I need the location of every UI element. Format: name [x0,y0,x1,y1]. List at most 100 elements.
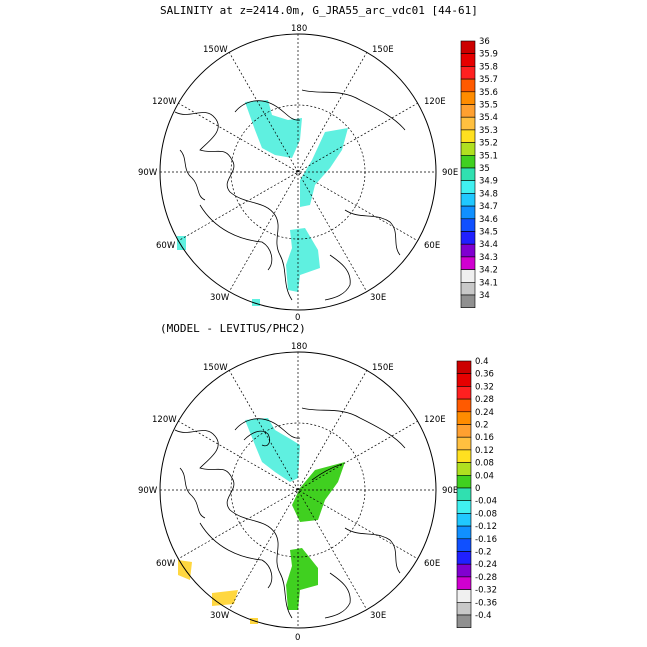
top-colorbar-swatch [460,40,476,54]
bottom-meridians [160,352,436,628]
bottom-colorbar-tick-label: 0.4 [475,357,489,367]
bottom-colorbar: 0.4 0.36 0.32 0.28 0.24 0.2 0.16 0.12 0.08 0.04 0 -… [456,357,497,628]
bottom-contours [243,430,343,481]
top-colorbar-swatch [460,155,476,169]
bottom-green-patch [286,548,318,610]
bottom-difference-field [178,418,345,624]
map-title: SALINITY at z=2414.0m, G_JRA55_arc_vdc01… [160,4,478,17]
top-salinity-patch [286,228,320,292]
bottom-colorbar-tick-label: 0.36 [475,370,494,380]
top-salinity-patch [177,236,186,250]
bottom-colorbar-tick-label: 0.12 [475,446,494,456]
top-colorbar-tick-label: 34 [479,291,490,301]
bottom-colorbar-swatch [456,398,472,413]
bottom-label-60e: 60E [424,559,440,569]
bottom-colorbar-tick-label: -0.12 [475,522,497,532]
bottom-colorbar-tick-label: -0.04 [475,497,497,507]
top-colorbar-tick-label: 35.8 [479,62,498,72]
top-colorbar-swatch [460,53,476,67]
top-label-120e: 120E [424,97,446,107]
top-label-90w: 90W [138,168,158,178]
bottom-colorbar-swatch [456,601,472,616]
top-colorbar-tick-label: 34.5 [479,228,498,238]
bottom-colorbar-swatch [456,525,472,540]
top-colorbar-tick-label: 35.7 [479,75,498,85]
bottom-colorbar-swatch [456,563,472,578]
bottom-colorbar-tick-label: 0 [475,484,480,494]
top-label-120w: 120W [152,97,177,107]
top-colorbar-swatch [460,218,476,232]
top-colorbar-swatch [460,167,476,181]
bottom-colorbar-tick-label: -0.36 [475,598,497,608]
bottom-label-90w: 90W [138,486,158,496]
top-colorbar-tick-label: 34.1 [479,278,498,288]
top-label-90e: 90E [442,168,458,178]
bottom-colorbar-tick-label: -0.24 [475,560,497,570]
bottom-colorbar-swatch [456,360,472,374]
bottom-colorbar-tick-label: 0.16 [475,433,494,443]
bottom-label-60w: 60W [156,559,176,569]
top-colorbar-swatch [460,91,476,105]
top-colorbar-swatch [460,116,476,131]
bottom-colorbar-swatch [456,538,472,552]
top-colorbar-swatch [460,256,476,270]
top-colorbar-tick-label: 34.6 [479,215,498,225]
top-colorbar-tick-label: 35.4 [479,113,498,123]
top-colorbar-tick-label: 35.5 [479,101,498,111]
top-meridians [160,34,436,310]
top-colorbar-tick-label: 35.2 [479,139,498,149]
top-colorbar-tick-label: 34.9 [479,177,498,187]
top-colorbar-swatch [460,281,476,296]
top-label-150e: 150E [372,45,394,55]
bottom-colorbar-tick-label: -0.28 [475,573,497,583]
top-salinity-field [177,100,348,306]
bottom-colorbar-swatch [456,614,472,628]
bottom-label-180: 180 [291,342,307,352]
top-label-180: 180 [291,24,307,34]
bottom-colorbar-swatch [456,386,472,400]
top-colorbar-tick-label: 35.9 [479,50,498,60]
bottom-colorbar-swatch [456,474,472,489]
bottom-label-120e: 120E [424,415,446,425]
top-colorbar-swatch [460,180,476,194]
top-colorbar-swatch [460,66,476,80]
top-colorbar-tick-label: 34.4 [479,240,498,250]
bottom-colorbar-swatch [456,424,472,438]
bottom-colorbar-swatch [456,500,472,514]
top-colorbar-tick-label: 35 [479,164,490,174]
bottom-yellow-patch [212,590,238,606]
top-colorbar-swatch [460,243,476,258]
bottom-colorbar-tick-label: 0.04 [475,471,494,481]
top-colorbar-tick-label: 35.3 [479,126,498,136]
top-colorbar-swatch [460,142,476,156]
bottom-label-0: 0 [295,633,300,643]
top-coastlines [174,89,406,301]
bottom-colorbar-tick-label: -0.32 [475,586,497,596]
bottom-colorbar-swatch [456,513,472,527]
top-colorbar-swatch [460,78,476,93]
top-colorbar-swatch [460,129,476,143]
bottom-label-150w: 150W [203,363,228,373]
top-colorbar-tick-label: 36 [479,37,490,47]
top-label-30e: 30E [370,293,386,303]
top-colorbar-swatch [460,205,476,220]
bottom-cyan-patch [245,418,300,482]
bottom-colorbar-swatch [456,373,472,387]
bottom-colorbar-swatch [456,487,472,501]
bottom-coastlines [174,407,406,619]
top-label-60w: 60W [156,241,176,251]
top-colorbar-tick-label: 34.3 [479,253,498,263]
bottom-label-30w: 30W [210,611,230,621]
bottom-colorbar-tick-label: 0.28 [475,395,494,405]
top-colorbar-swatch [460,193,476,207]
bottom-label-120w: 120W [152,415,177,425]
bottom-colorbar-swatch [456,449,472,463]
bottom-colorbar-tick-label: -0.16 [475,535,497,545]
bottom-label-150e: 150E [372,363,394,373]
top-colorbar-tick-label: 34.8 [479,189,498,199]
top-colorbar-tick-label: 35.6 [479,88,498,98]
bottom-colorbar-tick-label: 0.32 [475,382,494,392]
bottom-colorbar-swatch [456,411,472,425]
bottom-label-90e: 90E [442,486,458,496]
